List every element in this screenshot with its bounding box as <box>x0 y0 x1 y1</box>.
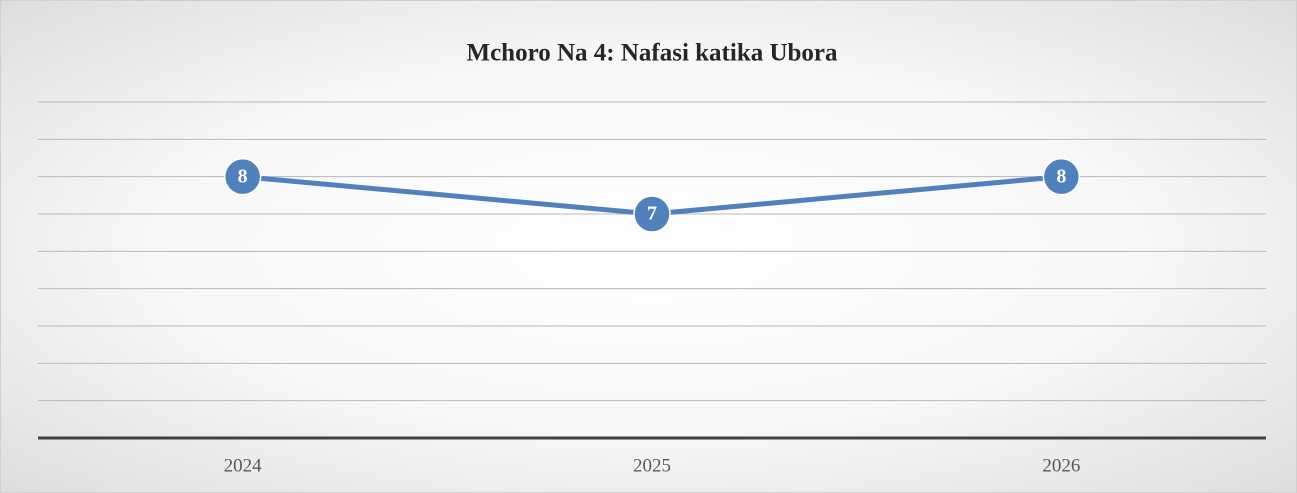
point-marker <box>223 157 262 196</box>
x-tick-label: 2024 <box>224 455 263 476</box>
data-label: 7 <box>647 203 657 225</box>
chart-title: Mchoro Na 4: Nafasi katika Ubora <box>466 40 838 67</box>
data-label: 8 <box>238 165 248 187</box>
x-tick-label: 2026 <box>1042 455 1080 476</box>
point-marker <box>633 195 671 233</box>
x-tick-label: 2025 <box>633 455 671 476</box>
data-label: 8 <box>1056 165 1066 187</box>
point-marker <box>1042 157 1081 196</box>
